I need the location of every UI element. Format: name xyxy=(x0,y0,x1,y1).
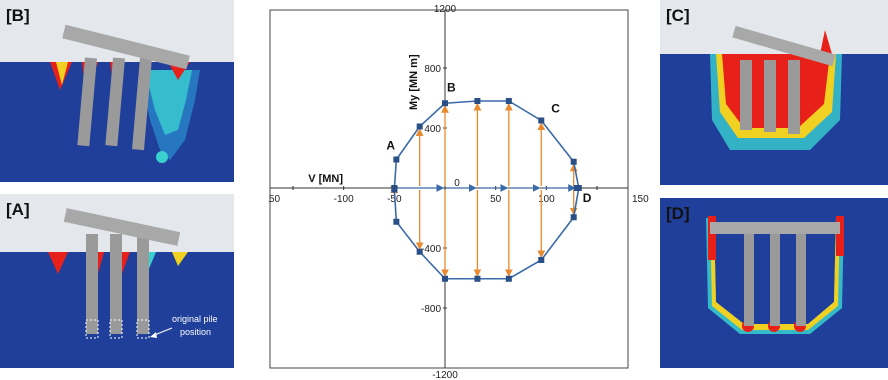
pile-cap xyxy=(62,24,190,70)
panel-label: [D] xyxy=(666,204,690,223)
original-pile-outline xyxy=(85,319,99,339)
pile xyxy=(740,60,752,130)
envelope-point xyxy=(474,98,481,104)
pile-cap xyxy=(732,25,836,67)
envelope-point xyxy=(538,257,545,263)
panel-c: [C] xyxy=(660,0,888,185)
sky xyxy=(660,0,888,60)
pile xyxy=(105,57,125,147)
envelope-point xyxy=(391,185,398,191)
pile-cap xyxy=(710,222,840,234)
y-tick-label: -1200 xyxy=(432,370,458,380)
envelope-point xyxy=(505,98,512,104)
envelope-point xyxy=(570,214,577,221)
panel-label: [B] xyxy=(6,6,30,25)
point-label-d: D xyxy=(583,191,592,205)
envelope-point xyxy=(393,156,400,163)
panel-label: [C] xyxy=(666,6,690,25)
pile xyxy=(77,57,97,147)
point-label-c: C xyxy=(551,102,560,116)
x-tick-label: 50 xyxy=(490,194,502,205)
pile xyxy=(770,234,780,326)
panel-a-contour: original pile position xyxy=(0,194,234,368)
panel-b: [B] xyxy=(0,0,234,182)
pile-cap xyxy=(63,208,181,246)
panel-d-contour xyxy=(660,198,888,368)
chart-frame xyxy=(269,9,629,369)
x-axis-label: V [MN] xyxy=(308,173,343,185)
annotation-text-2: position xyxy=(180,327,211,337)
pile xyxy=(86,234,98,334)
point-label-a: A xyxy=(386,139,395,153)
envelope-point xyxy=(570,158,577,165)
envelope-point xyxy=(416,123,423,130)
envelope-point xyxy=(442,100,448,107)
envelope-point xyxy=(573,185,580,191)
envelope-point xyxy=(442,275,448,282)
x-tick-label: 150 xyxy=(632,194,649,205)
y-tick-label: -800 xyxy=(421,304,441,315)
envelope-point xyxy=(474,275,481,282)
pile xyxy=(137,234,149,334)
interaction-diagram: -150-100-50050100150-1200-800-4004008001… xyxy=(268,0,656,380)
pile xyxy=(788,60,800,134)
envelope-point xyxy=(416,248,423,255)
pile xyxy=(110,234,122,334)
panel-a: original pile position [A] xyxy=(0,194,234,368)
y-tick-label: 400 xyxy=(424,124,441,135)
original-pile-outline xyxy=(109,319,123,339)
panel-b-contour xyxy=(0,0,234,182)
x-tick-label: 100 xyxy=(538,194,555,205)
sky xyxy=(0,0,234,68)
y-axis-label: My [MN m] xyxy=(408,54,420,110)
pile xyxy=(744,234,754,326)
x-tick-label: -150 xyxy=(268,194,280,205)
x-tick-label: -100 xyxy=(334,194,354,205)
y-tick-label: 1200 xyxy=(434,4,457,15)
pile xyxy=(796,234,806,326)
envelope-point xyxy=(393,218,400,225)
pile xyxy=(764,60,776,132)
annotation-text-1: original pile xyxy=(172,314,218,324)
panel-c-contour xyxy=(660,0,888,185)
y-tick-label: 800 xyxy=(424,64,441,75)
envelope-point xyxy=(505,275,512,282)
envelope-point xyxy=(538,117,545,124)
y-tick-label: -400 xyxy=(421,244,441,255)
panel-d: [D] xyxy=(660,198,888,368)
original-pile-outline xyxy=(136,319,150,339)
x-tick-label: 0 xyxy=(454,178,460,189)
panel-label: [A] xyxy=(6,200,30,219)
chart-svg: -150-100-50050100150-1200-800-4004008001… xyxy=(268,4,649,380)
point-label-b: B xyxy=(447,80,456,94)
pile xyxy=(132,57,152,151)
